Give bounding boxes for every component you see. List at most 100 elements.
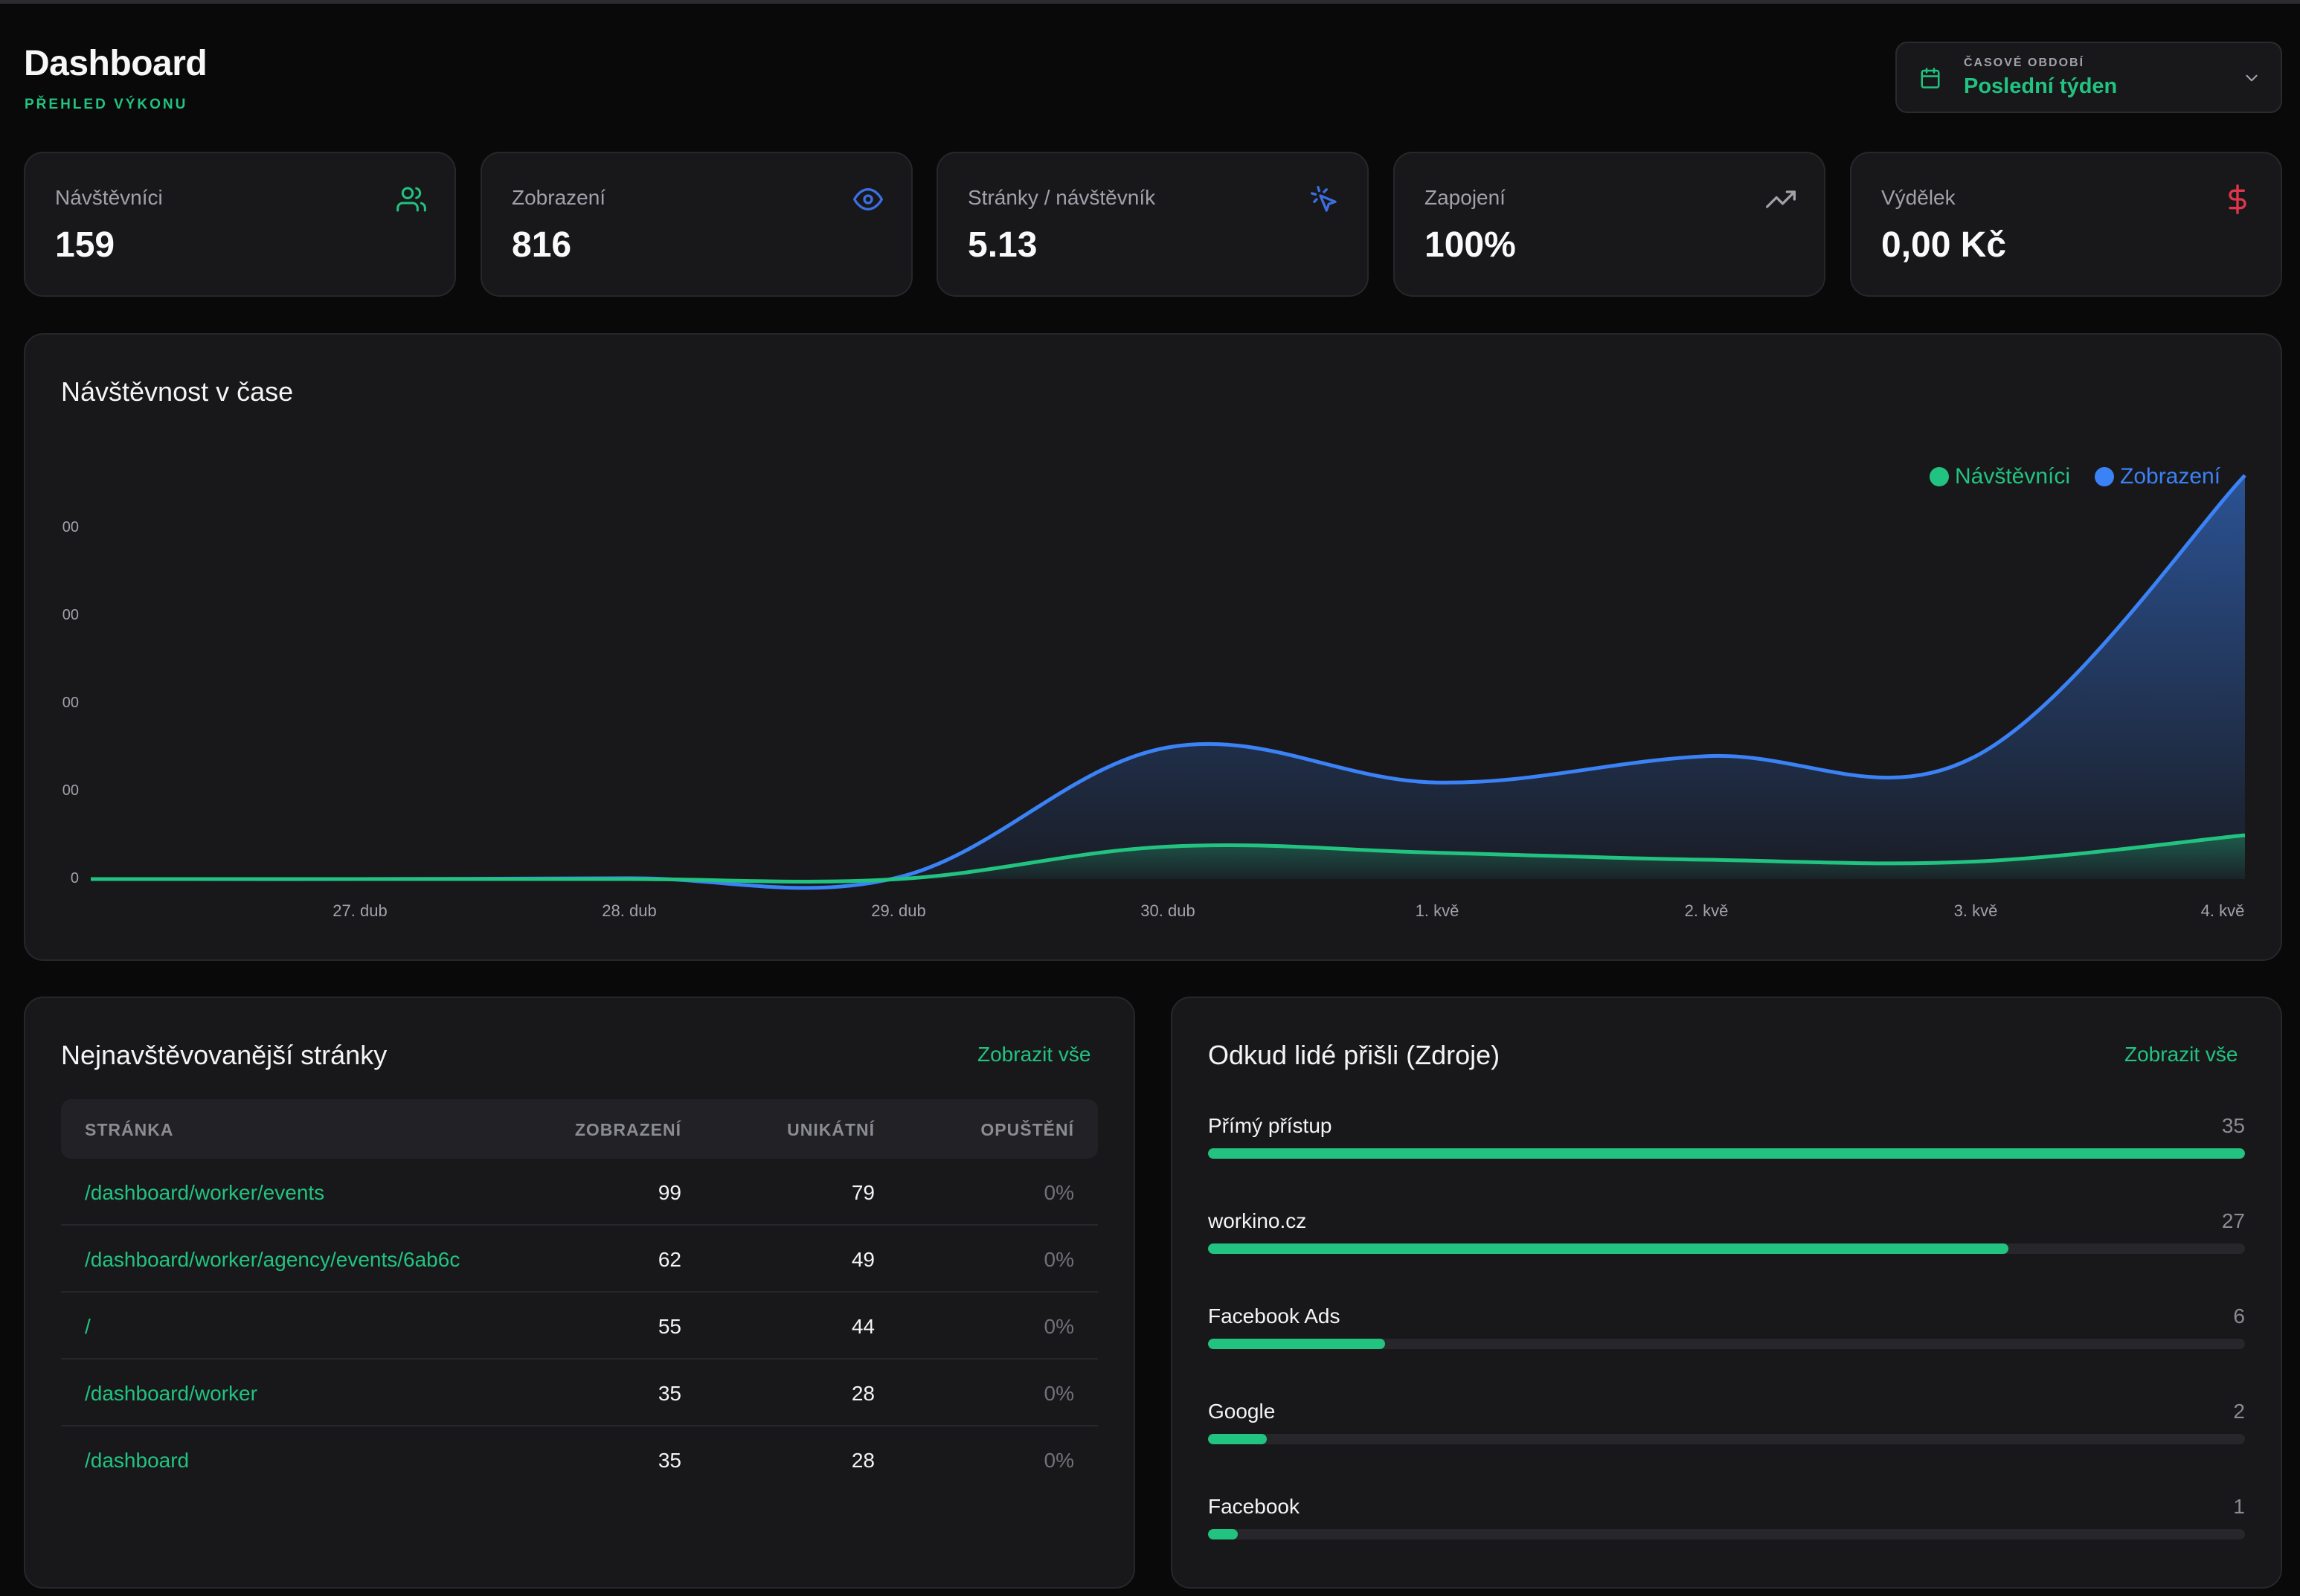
stat-value: 100%: [1424, 225, 1516, 265]
series-area-visitors: [91, 835, 2245, 882]
stat-card-engagement: Zapojení 100%: [1393, 152, 1825, 297]
source-bar-track: [1208, 1148, 2245, 1159]
stat-value: 5.13: [968, 225, 1038, 265]
page-path-link[interactable]: /: [85, 1315, 91, 1338]
stat-label: Zobrazení: [512, 186, 606, 209]
legend-label: Zobrazení: [2120, 464, 2221, 489]
chevron-down-icon: [2246, 74, 2258, 82]
y-tick-label: 00: [62, 782, 79, 799]
calendar-icon: [1921, 68, 1940, 89]
table-row[interactable]: /dashboard/worker/agency/events/6ab6c 62…: [61, 1226, 1098, 1293]
top-border: [0, 0, 2300, 4]
page-path-link[interactable]: /dashboard: [85, 1449, 190, 1472]
source-name: workino.cz: [1208, 1209, 1307, 1232]
source-item: Facebook 1: [1208, 1495, 2245, 1554]
x-tick-label: 4. kvě: [2200, 901, 2245, 920]
source-count: 35: [2221, 1114, 2245, 1137]
unique-cell: 79: [851, 1181, 875, 1204]
unique-cell: 49: [851, 1248, 875, 1271]
unique-cell: 44: [851, 1315, 875, 1338]
source-name: Google: [1208, 1400, 1276, 1423]
table-row[interactable]: /dashboard 35 28 0%: [61, 1426, 1098, 1493]
column-header-unique[interactable]: UNIKÁTNÍ: [787, 1120, 875, 1139]
views-cell: 55: [658, 1315, 681, 1338]
column-header-views[interactable]: ZOBRAZENÍ: [574, 1120, 681, 1139]
legend-label: Návštěvníci: [1955, 464, 2071, 489]
page-title: Dashboard: [24, 44, 208, 83]
sources-title: Odkud lidé přišli (Zdroje): [1208, 1040, 1500, 1070]
stat-value: 159: [55, 225, 115, 265]
sources-panel: [1171, 997, 2282, 1589]
table-row[interactable]: /dashboard/worker 35 28 0%: [61, 1360, 1098, 1426]
x-tick-label: 30. dub: [1140, 901, 1195, 920]
page-subtitle: PŘEHLED VÝKONU: [25, 97, 188, 112]
series-area-views: [91, 475, 2245, 888]
x-tick-label: 27. dub: [333, 901, 388, 920]
source-bar-track: [1208, 1529, 2245, 1539]
stat-card-visitors: Návštěvníci 159: [24, 152, 456, 297]
table-header: STRÁNKA ZOBRAZENÍ UNIKÁTNÍ OPUŠTĚNÍ: [61, 1099, 1098, 1159]
source-bar-track: [1208, 1339, 2245, 1349]
series-line-visitors[interactable]: [91, 833, 2246, 884]
table-row[interactable]: / 55 44 0%: [61, 1293, 1098, 1360]
source-count: 6: [2233, 1304, 2245, 1328]
x-tick-label: 1. kvě: [1415, 901, 1459, 920]
dollar-icon: [2229, 184, 2246, 214]
page-path-link[interactable]: /dashboard/worker/agency/events/6ab6c: [85, 1248, 460, 1271]
source-item: Google 2: [1208, 1400, 2245, 1459]
views-cell: 62: [658, 1248, 681, 1271]
source-bar-track: [1208, 1243, 2245, 1254]
unique-cell: 28: [851, 1449, 875, 1472]
period-value: Poslední týden: [1964, 74, 2118, 98]
legend-item-visitors[interactable]: Návštěvníci: [1930, 464, 2070, 489]
source-item: Přímý přístup 35: [1208, 1114, 2245, 1174]
source-item: workino.cz 27: [1208, 1209, 2245, 1269]
bounce-cell: 0%: [1044, 1315, 1074, 1338]
y-tick-label: 00: [62, 607, 79, 623]
source-item: Facebook Ads 6: [1208, 1304, 2245, 1364]
page-path-link[interactable]: /dashboard/worker: [85, 1382, 257, 1405]
period-selector[interactable]: ČASOVÉ OBDOBÍ Poslední týden: [1895, 42, 2282, 113]
chart-title: Návštěvnost v čase: [61, 376, 294, 407]
source-bar-track: [1208, 1434, 2245, 1444]
source-count: 2: [2233, 1400, 2245, 1423]
top-pages-panel: [24, 997, 1135, 1589]
views-cell: 35: [658, 1449, 681, 1472]
unique-cell: 28: [851, 1382, 875, 1405]
stat-label: Návštěvníci: [55, 186, 163, 209]
legend-item-views[interactable]: Zobrazení: [2095, 464, 2220, 489]
column-header-bounce[interactable]: OPUŠTĚNÍ: [980, 1120, 1074, 1139]
trending-up-icon: [1766, 190, 1796, 208]
source-bar-fill: [1208, 1148, 2245, 1159]
source-name: Facebook Ads: [1208, 1304, 1340, 1328]
stat-label: Stránky / návštěvník: [968, 186, 1156, 209]
views-cell: 99: [658, 1181, 681, 1204]
stat-card-views: Zobrazení 816: [481, 152, 913, 297]
stat-label: Zapojení: [1424, 186, 1506, 209]
x-tick-label: 3. kvě: [1953, 901, 1998, 920]
page-path-link[interactable]: /dashboard/worker/events: [85, 1181, 325, 1204]
sources-view-all-link[interactable]: Zobrazit vše: [2124, 1043, 2238, 1066]
top-pages-view-all-link[interactable]: Zobrazit vše: [977, 1043, 1091, 1066]
cursor-click-icon: [1311, 186, 1337, 212]
source-count: 1: [2233, 1495, 2245, 1518]
bounce-cell: 0%: [1044, 1248, 1074, 1271]
x-tick-label: 2. kvě: [1684, 901, 1729, 920]
source-bar-fill: [1208, 1529, 1239, 1539]
bounce-cell: 0%: [1044, 1449, 1074, 1472]
stat-value: 0,00 Kč: [1881, 225, 2007, 265]
stat-value: 816: [512, 225, 572, 265]
legend-dot: [1930, 467, 1949, 486]
users-icon: [396, 187, 426, 212]
eye-icon: [853, 188, 883, 210]
column-header-page[interactable]: STRÁNKA: [85, 1120, 174, 1139]
bounce-cell: 0%: [1044, 1181, 1074, 1204]
table-row[interactable]: /dashboard/worker/events 99 79 0%: [61, 1159, 1098, 1226]
source-bar-fill: [1208, 1243, 2009, 1254]
source-name: Přímý přístup: [1208, 1114, 1332, 1137]
source-count: 27: [2221, 1209, 2245, 1232]
stat-card-earnings: Výdělek 0,00 Kč: [1850, 152, 2282, 297]
y-tick-label: 0: [70, 870, 79, 887]
source-name: Facebook: [1208, 1495, 1300, 1518]
